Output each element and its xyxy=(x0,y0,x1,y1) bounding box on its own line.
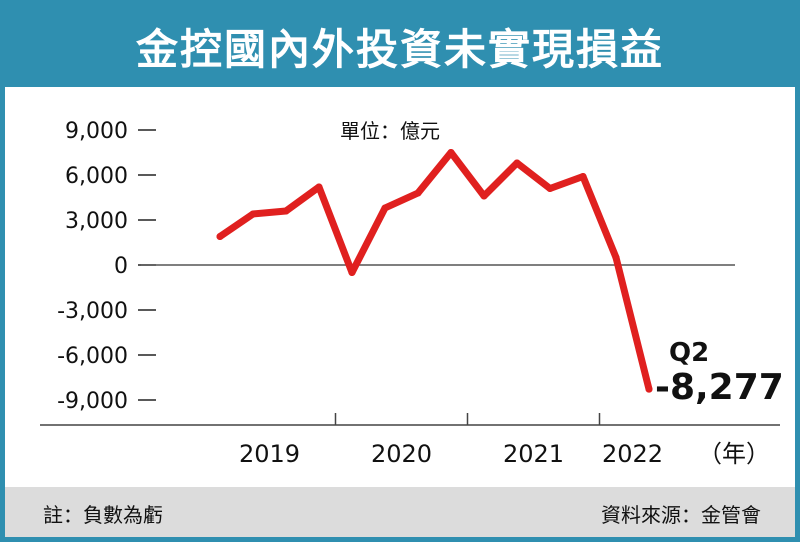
footer-note: 註：負數為虧 xyxy=(43,503,163,527)
x-year-label: 2021 xyxy=(503,440,564,468)
data-point xyxy=(381,204,389,212)
data-point xyxy=(348,269,356,276)
x-year-label: 2022 xyxy=(602,440,663,468)
data-point xyxy=(447,149,455,156)
chart-title: 金控國內外投資未實現損益 xyxy=(135,24,664,74)
data-point xyxy=(315,183,323,191)
x-unit-label: （年） xyxy=(698,440,770,468)
y-tick-label: -6,000 xyxy=(57,344,128,369)
data-point xyxy=(612,254,620,261)
data-point xyxy=(282,207,290,215)
data-point xyxy=(513,159,521,167)
unit-label: 單位：億元 xyxy=(340,119,440,143)
data-points xyxy=(216,149,653,393)
data-point xyxy=(645,385,653,393)
y-tick-label: 3,000 xyxy=(65,209,128,234)
y-tick-label: 0 xyxy=(114,254,128,279)
y-tick-label: -3,000 xyxy=(57,299,128,324)
x-axis: 2019 2020 2021 2022 （年） xyxy=(40,413,780,468)
y-tick-label: 6,000 xyxy=(65,164,128,189)
x-year-label: 2020 xyxy=(371,440,432,468)
data-point xyxy=(414,189,422,197)
x-year-label: 2019 xyxy=(239,440,300,468)
annotation-value: -8,277 xyxy=(655,367,784,408)
annotation-quarter: Q2 xyxy=(669,338,709,368)
series-line xyxy=(216,149,653,393)
data-point xyxy=(579,173,587,180)
data-point xyxy=(216,233,224,240)
data-point xyxy=(480,192,488,200)
header-banner: 金控國內外投資未實現損益 xyxy=(5,5,795,87)
y-tick-label: 9,000 xyxy=(65,119,128,144)
footer-source: 資料來源：金管會 xyxy=(601,503,761,527)
y-axis: 9,000 6,000 3,000 0 -3,000 -6,000 -9,000 xyxy=(57,119,156,414)
footer-bar: 註：負數為虧 資料來源：金管會 xyxy=(5,487,795,537)
y-tick-label: -9,000 xyxy=(57,389,128,414)
data-point xyxy=(546,185,554,192)
data-point xyxy=(249,210,257,218)
